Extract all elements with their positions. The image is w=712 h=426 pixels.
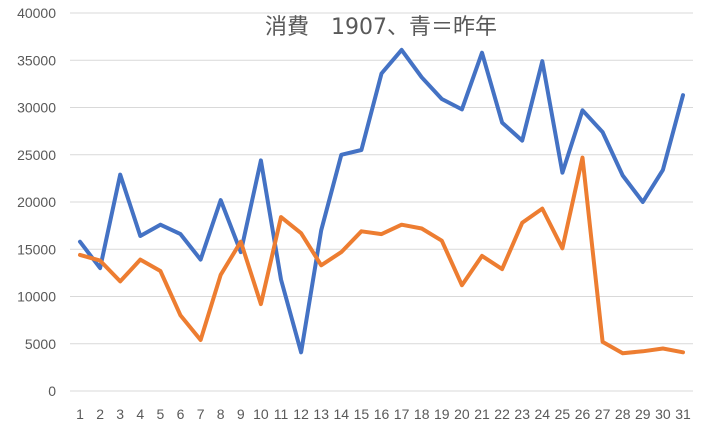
- y-tick-label: 35000: [17, 52, 56, 68]
- x-tick-label: 24: [535, 406, 551, 422]
- series-lines: [78, 47, 685, 356]
- y-tick-label: 25000: [17, 147, 56, 163]
- x-tick-label: 23: [514, 406, 530, 422]
- x-tick-label: 30: [655, 406, 671, 422]
- x-tick-label: 25: [555, 406, 571, 422]
- x-tick-label: 8: [217, 406, 225, 422]
- x-tick-label: 31: [675, 406, 691, 422]
- y-axis-tick-labels: 0 5000 10000 15000 20000 25000 30000 35000 40000: [17, 5, 56, 399]
- x-tick-label: 11: [274, 406, 289, 422]
- x-tick-label: 19: [434, 406, 450, 422]
- x-tick-label: 6: [177, 406, 185, 422]
- x-tick-label: 21: [474, 406, 490, 422]
- series-line-1: [78, 47, 685, 355]
- x-tick-label: 2: [96, 406, 104, 422]
- y-tick-label: 10000: [17, 289, 56, 305]
- x-tick-label: 12: [293, 406, 309, 422]
- y-tick-label: 40000: [17, 5, 56, 21]
- x-tick-label: 7: [197, 406, 205, 422]
- x-tick-label: 29: [635, 406, 651, 422]
- x-tick-label: 5: [157, 406, 165, 422]
- x-tick-label: 3: [116, 406, 124, 422]
- y-tick-label: 20000: [17, 194, 56, 210]
- x-tick-label: 16: [374, 406, 390, 422]
- y-tick-label: 30000: [17, 100, 56, 116]
- x-tick-label: 20: [454, 406, 470, 422]
- x-tick-label: 1: [76, 406, 84, 422]
- x-tick-label: 13: [313, 406, 329, 422]
- y-tick-label: 5000: [25, 336, 56, 352]
- x-tick-label: 22: [494, 406, 510, 422]
- x-tick-label: 27: [595, 406, 611, 422]
- y-tick-label: 0: [48, 383, 56, 399]
- chart-title: 消費 1907、青＝昨年: [265, 15, 497, 40]
- x-tick-label: 28: [615, 406, 631, 422]
- x-tick-label: 9: [237, 406, 245, 422]
- x-axis-tick-labels: 1 2 3 4 5 6 7 8 9 10 11 12 13 14 15 16 17 18 19 20 21 22 23 24 2…: [76, 406, 691, 422]
- x-tick-label: 14: [334, 406, 350, 422]
- y-tick-label: 15000: [17, 241, 56, 257]
- x-tick-label: 17: [394, 406, 410, 422]
- x-tick-label: 15: [354, 406, 370, 422]
- x-tick-label: 4: [136, 406, 144, 422]
- x-tick-label: 10: [253, 406, 269, 422]
- x-tick-label: 26: [575, 406, 591, 422]
- x-tick-label: 18: [414, 406, 430, 422]
- series-line-2: [78, 155, 685, 356]
